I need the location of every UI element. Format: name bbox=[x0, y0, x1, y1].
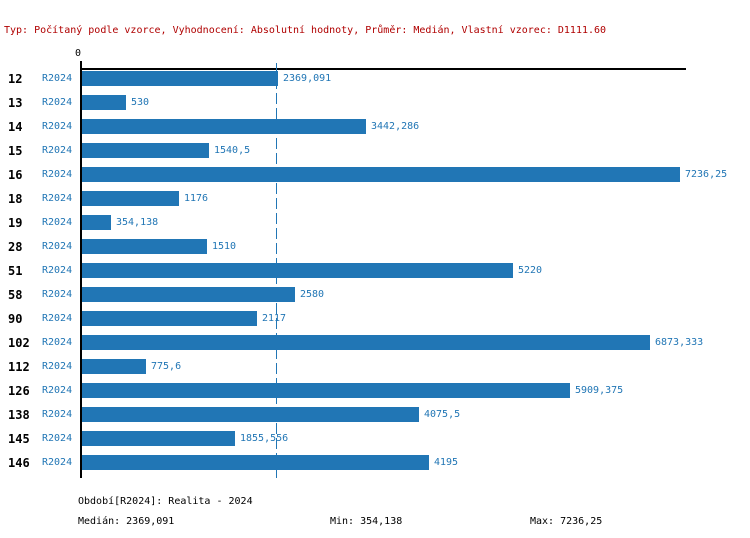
row-series-label: R2024 bbox=[42, 265, 73, 276]
footer-period-label: Období[R2024]: Realita - 2024 bbox=[78, 496, 253, 507]
row-label: 102 bbox=[8, 336, 30, 350]
bar-value-label: 1510 bbox=[212, 241, 237, 252]
row-label: 138 bbox=[8, 408, 30, 422]
bar-value-label: 775,6 bbox=[151, 361, 182, 372]
row-series-label: R2024 bbox=[42, 97, 73, 108]
row-label: 14 bbox=[8, 120, 23, 134]
row-label: 28 bbox=[8, 240, 23, 254]
row-label: 15 bbox=[8, 144, 23, 158]
row-label: 12 bbox=[8, 72, 23, 86]
row-label: 19 bbox=[8, 216, 23, 230]
bar bbox=[82, 95, 126, 110]
bar bbox=[82, 263, 513, 278]
bar-value-label: 4195 bbox=[434, 457, 459, 468]
row-label: 18 bbox=[8, 192, 23, 206]
row-series-label: R2024 bbox=[42, 385, 73, 396]
bar bbox=[82, 287, 295, 302]
bar bbox=[82, 383, 570, 398]
row-series-label: R2024 bbox=[42, 457, 73, 468]
bar bbox=[82, 71, 278, 86]
row-series-label: R2024 bbox=[42, 193, 73, 204]
row-label: 146 bbox=[8, 456, 30, 470]
row-series-label: R2024 bbox=[42, 289, 73, 300]
bar-value-label: 1540,5 bbox=[214, 145, 251, 156]
bar-value-label: 2580 bbox=[300, 289, 325, 300]
bar-value-label: 3442,286 bbox=[371, 121, 420, 132]
bar-value-label: 5220 bbox=[518, 265, 543, 276]
row-label: 51 bbox=[8, 264, 23, 278]
row-series-label: R2024 bbox=[42, 337, 73, 348]
bar bbox=[82, 119, 366, 134]
row-series-label: R2024 bbox=[42, 73, 73, 84]
bar-value-label: 354,138 bbox=[116, 217, 159, 228]
x-axis-line bbox=[81, 68, 686, 70]
row-series-label: R2024 bbox=[42, 241, 73, 252]
row-series-label: R2024 bbox=[42, 313, 73, 324]
footer-min-label: Min: 354,138 bbox=[330, 516, 403, 527]
row-label: 145 bbox=[8, 432, 30, 446]
row-label: 90 bbox=[8, 312, 23, 326]
y-axis-line bbox=[80, 61, 82, 478]
bar-value-label: 7236,25 bbox=[685, 169, 728, 180]
bar bbox=[82, 191, 179, 206]
row-series-label: R2024 bbox=[42, 145, 73, 156]
bar-value-label: 6873,333 bbox=[655, 337, 704, 348]
bar bbox=[82, 239, 207, 254]
row-label: 16 bbox=[8, 168, 23, 182]
bar bbox=[82, 215, 111, 230]
row-series-label: R2024 bbox=[42, 169, 73, 180]
report-header-text: Typ: Počítaný podle vzorce, Vyhodnocení:… bbox=[4, 25, 607, 36]
row-label: 13 bbox=[8, 96, 23, 110]
bar-value-label: 530 bbox=[131, 97, 150, 108]
bar-value-label: 5909,375 bbox=[575, 385, 624, 396]
bar bbox=[82, 455, 429, 470]
row-series-label: R2024 bbox=[42, 361, 73, 372]
bar bbox=[82, 359, 146, 374]
row-label: 126 bbox=[8, 384, 30, 398]
bar-value-label: 2117 bbox=[262, 313, 287, 324]
bar bbox=[82, 311, 257, 326]
row-series-label: R2024 bbox=[42, 121, 73, 132]
bar bbox=[82, 167, 680, 182]
footer-max-label: Max: 7236,25 bbox=[530, 516, 603, 527]
x-axis-zero-tick-label: 0 bbox=[75, 48, 82, 59]
bar-value-label: 2369,091 bbox=[283, 73, 332, 84]
bar bbox=[82, 407, 419, 422]
row-label: 58 bbox=[8, 288, 23, 302]
row-series-label: R2024 bbox=[42, 217, 73, 228]
bar bbox=[82, 143, 209, 158]
bar bbox=[82, 431, 235, 446]
bar-value-label: 1176 bbox=[184, 193, 209, 204]
row-series-label: R2024 bbox=[42, 409, 73, 420]
bar-value-label: 1855,556 bbox=[240, 433, 289, 444]
bar bbox=[82, 335, 650, 350]
footer-median-label: Medián: 2369,091 bbox=[78, 516, 175, 527]
row-series-label: R2024 bbox=[42, 433, 73, 444]
row-label: 112 bbox=[8, 360, 30, 374]
bar-value-label: 4075,5 bbox=[424, 409, 461, 420]
